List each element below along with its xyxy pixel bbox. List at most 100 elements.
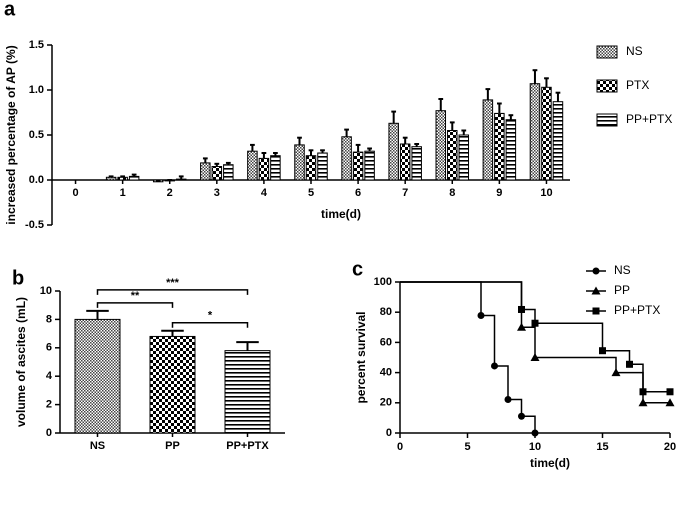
marker bbox=[518, 412, 525, 420]
error-bar bbox=[544, 77, 549, 88]
error-bar bbox=[555, 91, 561, 102]
error-bar bbox=[320, 149, 325, 153]
y-tick-label: -0.5 bbox=[25, 219, 44, 231]
bar bbox=[494, 112, 505, 181]
x-axis-title: time(d) bbox=[530, 456, 570, 470]
marker bbox=[639, 388, 647, 396]
error-bar bbox=[167, 179, 173, 181]
significance-label: ** bbox=[131, 290, 140, 302]
error-bar bbox=[261, 152, 267, 159]
bar bbox=[105, 176, 117, 181]
x-tick-label: 0 bbox=[72, 187, 78, 199]
panel-label: b bbox=[12, 267, 24, 289]
x-tick-label: 2 bbox=[167, 187, 173, 199]
panel-label: c bbox=[352, 258, 363, 280]
error-bar bbox=[108, 175, 114, 178]
bar bbox=[223, 164, 234, 181]
x-tick-label: 15 bbox=[596, 441, 608, 453]
bar bbox=[200, 162, 211, 181]
bar bbox=[305, 155, 317, 181]
x-tick-label: 6 bbox=[355, 187, 361, 199]
significance-bracket bbox=[171, 322, 249, 328]
significance-label: * bbox=[208, 310, 213, 322]
bar bbox=[149, 335, 196, 434]
legend-label: PP+PTX bbox=[614, 303, 660, 317]
x-tick-label: PP bbox=[165, 440, 180, 452]
legend-swatch bbox=[596, 113, 618, 127]
error-bar bbox=[485, 88, 491, 100]
error-bar bbox=[214, 162, 220, 167]
y-tick-label: 10 bbox=[40, 285, 52, 297]
bar bbox=[247, 150, 258, 181]
error-bar bbox=[344, 128, 349, 137]
bar bbox=[458, 134, 470, 181]
error-bar bbox=[131, 173, 137, 177]
legend-label: PP+PTX bbox=[626, 112, 672, 126]
bar bbox=[258, 157, 270, 181]
x-tick-label: 0 bbox=[397, 441, 403, 453]
bar bbox=[399, 143, 411, 181]
error-bar bbox=[178, 175, 184, 180]
legend-swatch bbox=[596, 45, 618, 59]
y-axis-title: percent survival bbox=[354, 311, 368, 403]
bar bbox=[505, 119, 517, 181]
bar bbox=[411, 146, 422, 181]
x-tick-label: 10 bbox=[529, 441, 541, 453]
bar bbox=[211, 166, 223, 181]
legend-marker bbox=[592, 267, 600, 275]
bar bbox=[128, 175, 140, 181]
marker bbox=[504, 395, 512, 403]
bar bbox=[317, 152, 328, 181]
marker bbox=[599, 347, 606, 355]
y-axis-title: volume of ascites (mL) bbox=[14, 297, 28, 427]
y-tick-label: 20 bbox=[380, 397, 392, 409]
legend-swatch bbox=[596, 79, 618, 93]
error-bar bbox=[461, 129, 467, 135]
y-tick-label: 6 bbox=[46, 342, 52, 354]
error-bar bbox=[202, 157, 208, 163]
y-tick-label: 2 bbox=[46, 399, 52, 411]
legend-label: PP bbox=[614, 283, 630, 297]
significance-bracket bbox=[96, 289, 249, 295]
legend-label: PTX bbox=[626, 78, 649, 92]
error-bar bbox=[161, 329, 184, 337]
y-tick-label: 80 bbox=[380, 306, 392, 318]
bar bbox=[294, 144, 305, 181]
bar bbox=[270, 155, 281, 181]
y-tick-label: 100 bbox=[374, 276, 392, 288]
marker bbox=[518, 305, 525, 313]
x-tick-label: 7 bbox=[402, 187, 408, 199]
x-tick-label: 4 bbox=[261, 187, 268, 199]
error-bar bbox=[391, 110, 397, 124]
error-bar bbox=[297, 136, 302, 145]
marker bbox=[517, 322, 526, 331]
y-tick-label: 0 bbox=[46, 427, 52, 439]
bar bbox=[352, 151, 364, 181]
error-bar bbox=[438, 98, 444, 111]
bar bbox=[117, 176, 128, 181]
bar bbox=[341, 136, 352, 181]
x-tick-label: 3 bbox=[214, 187, 220, 199]
y-tick-label: 60 bbox=[380, 336, 392, 348]
bar bbox=[388, 122, 399, 181]
error-bar bbox=[236, 341, 259, 351]
x-tick-label: 20 bbox=[664, 441, 676, 453]
error-bar bbox=[355, 143, 361, 153]
x-axis-title: time(d) bbox=[321, 207, 361, 221]
y-tick-label: 0 bbox=[386, 427, 392, 439]
legend-label: NS bbox=[626, 44, 643, 58]
y-axis-title: increased percentage of AP (%) bbox=[4, 45, 18, 224]
x-tick-label: 5 bbox=[464, 441, 470, 453]
x-tick-label: 1 bbox=[120, 187, 126, 199]
bar bbox=[529, 83, 541, 181]
x-tick-label: 8 bbox=[449, 187, 455, 199]
legend-marker bbox=[591, 286, 601, 295]
error-bar bbox=[508, 114, 514, 120]
y-tick-label: 0.0 bbox=[29, 174, 44, 186]
marker bbox=[638, 398, 648, 407]
marker bbox=[531, 429, 539, 437]
error-bar bbox=[308, 149, 314, 156]
error-bar bbox=[155, 179, 161, 182]
error-bar bbox=[86, 309, 109, 320]
error-bar bbox=[414, 143, 420, 147]
